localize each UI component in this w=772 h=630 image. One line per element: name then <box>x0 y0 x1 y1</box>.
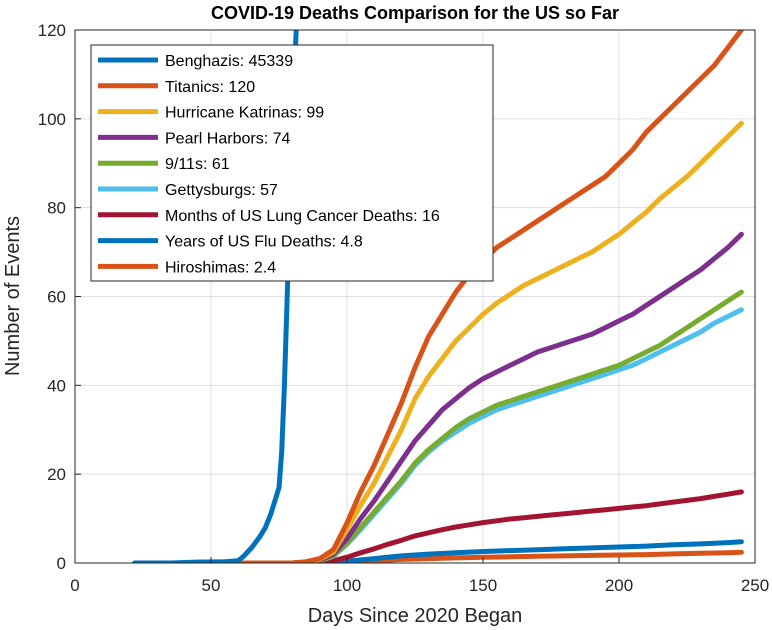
x-tick-label: 200 <box>605 576 633 595</box>
series-line <box>132 231 744 563</box>
y-tick-label: 80 <box>47 199 66 218</box>
legend-label: Months of US Lung Cancer Deaths: 16 <box>165 208 440 225</box>
series-line <box>132 489 744 563</box>
y-tick-label: 120 <box>38 21 66 40</box>
legend-label: Hiroshimas: 2.4 <box>165 259 276 276</box>
legend-label: Hurricane Katrinas: 99 <box>165 105 324 122</box>
series-line <box>132 289 744 563</box>
legend-label: 9/11s: 61 <box>165 156 230 173</box>
series-line <box>132 120 744 563</box>
legend: Benghazis: 45339 Titanics: 120 Hurricane K… <box>90 44 494 282</box>
legend-label: Pearl Harbors: 74 <box>165 130 290 147</box>
x-axis-label: Days Since 2020 Began <box>308 605 523 627</box>
y-axis-ticks: 0 20 40 60 80 100 120 <box>38 21 81 573</box>
chart-title: COVID-19 Deaths Comparison for the US so… <box>211 3 619 23</box>
y-tick-label: 20 <box>47 465 66 484</box>
legend-label: Years of US Flu Deaths: 4.8 <box>165 234 363 251</box>
legend-label: Benghazis: 45339 <box>165 53 293 70</box>
x-tick-label: 150 <box>469 576 497 595</box>
x-axis-ticks: 0 50 100 150 200 250 <box>70 557 769 595</box>
y-axis-label: Number of Events <box>2 216 24 376</box>
series-layer <box>132 30 744 563</box>
y-tick-label: 0 <box>57 554 66 573</box>
x-tick-label: 100 <box>333 576 361 595</box>
x-tick-label: 0 <box>70 576 79 595</box>
y-tick-label: 60 <box>47 288 66 307</box>
x-tick-label: 50 <box>202 576 221 595</box>
legend-label: Titanics: 120 <box>165 79 255 96</box>
y-tick-label: 40 <box>47 376 66 395</box>
series-line <box>132 30 744 563</box>
x-tick-label: 250 <box>741 576 769 595</box>
legend-label: Gettysburgs: 57 <box>165 182 278 199</box>
y-tick-label: 100 <box>38 110 66 129</box>
